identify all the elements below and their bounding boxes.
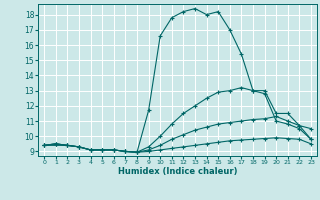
X-axis label: Humidex (Indice chaleur): Humidex (Indice chaleur) (118, 167, 237, 176)
